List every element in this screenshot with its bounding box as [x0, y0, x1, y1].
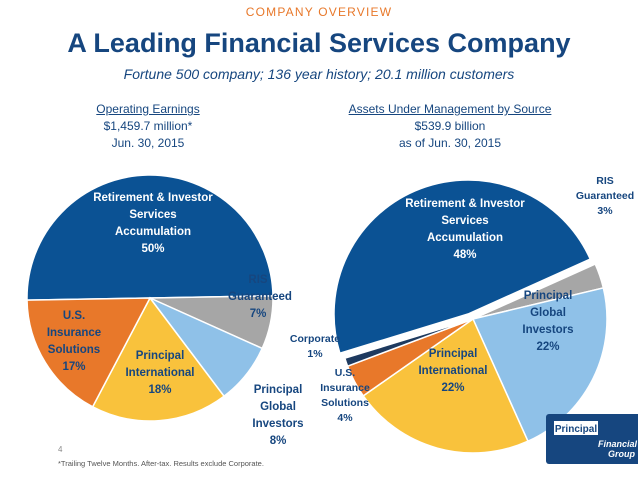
left-label-us-insurance: U.S. Insurance Solutions 17%	[46, 310, 102, 373]
pie-slice-1-2	[471, 287, 608, 443]
pie-slice-0-3	[91, 296, 226, 422]
left-label-retirement: Retirement & Investor Services Accumulat…	[93, 192, 213, 255]
company-logo: Principal Financial Group	[546, 414, 638, 464]
right-label-us-insurance: U.S. Insurance Solutions 4%	[320, 367, 370, 424]
left-chart-value: $1,459.7 million*	[103, 119, 193, 133]
right-label-corporate: Corporate 1%	[289, 333, 341, 360]
left-label-global-investors: Principal Global Investors 8%	[252, 384, 304, 447]
left-label-ris-guaranteed: RIS Guaranteed 7%	[228, 274, 292, 320]
left-label-international: Principal International 18%	[125, 350, 195, 396]
right-label-retirement: Retirement & Investor Services Accumulat…	[405, 198, 525, 261]
logo-mark: Principal Financial Group	[554, 421, 638, 459]
page-title: A Leading Financial Services Company	[67, 28, 571, 58]
logo-text-principal: Principal	[555, 424, 597, 435]
right-label-international: Principal International 22%	[418, 348, 488, 394]
pie-slice-1-3	[362, 317, 529, 454]
left-chart-header: Operating Earnings $1,459.7 million* Jun…	[58, 101, 238, 152]
right-chart-date: as of Jun. 30, 2015	[398, 136, 502, 150]
right-chart-header: Assets Under Management by Source $539.9…	[330, 101, 570, 152]
footnote: *Trailing Twelve Months. After-tax. Resu…	[58, 459, 264, 468]
pie-slice-0-4	[26, 297, 152, 408]
pie-slice-1-0	[333, 179, 592, 355]
left-chart-date: Jun. 30, 2015	[111, 136, 185, 150]
right-chart-value: $539.9 billion	[414, 119, 486, 133]
page-subtitle: Fortune 500 company; 136 year history; 2…	[123, 66, 515, 82]
right-label-ris-guaranteed: RIS Guaranteed 3%	[575, 175, 635, 217]
section-label: COMPANY OVERVIEW	[245, 5, 393, 19]
right-label-global-investors: Principal Global Investors 22%	[522, 290, 574, 353]
logo-text-group: Group	[608, 449, 635, 459]
right-chart-title: Assets Under Management by Source	[348, 102, 552, 116]
logo-text-financial: Financial	[598, 439, 638, 449]
pie-slice-1-5	[343, 318, 474, 368]
pie-slice-0-0	[26, 174, 274, 301]
left-chart-title: Operating Earnings	[96, 102, 200, 116]
page-number: 4	[58, 445, 63, 454]
